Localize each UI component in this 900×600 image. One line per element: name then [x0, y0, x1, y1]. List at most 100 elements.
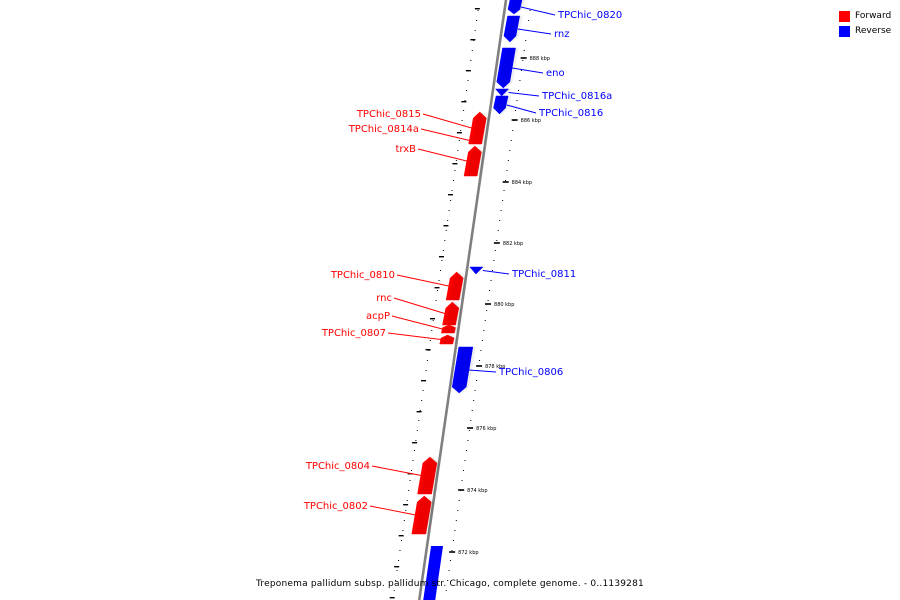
ruler-minor-tick	[474, 8, 480, 10]
gene-glyph[interactable]	[493, 95, 509, 115]
ruler-dot	[448, 210, 450, 211]
ruler-dot	[473, 400, 475, 401]
ruler-dot	[452, 180, 454, 181]
gene-tpchic_0804[interactable]: TPChic_0804	[305, 456, 440, 495]
gene-tpchic_0814a[interactable]: TPChic_0814a	[348, 124, 470, 141]
ruler-dot	[465, 450, 467, 451]
gene-glyph[interactable]	[441, 324, 456, 334]
gene-glyph[interactable]	[445, 271, 464, 301]
gene-tpchic_0807[interactable]: TPChic_0807	[321, 328, 458, 345]
ruler-dot	[439, 270, 441, 271]
gene-tpchic_0815[interactable]: TPChic_0815	[356, 109, 490, 145]
gene-label[interactable]: TPChic_0814a	[348, 124, 419, 135]
kbp-tick-label: 876 kbp	[476, 426, 496, 432]
kbp-tick-label: 884 kbp	[512, 180, 532, 186]
gene-label[interactable]: TPChic_0820	[557, 10, 622, 21]
gene-label[interactable]: trxB	[395, 144, 416, 155]
gene-tpchic_0810[interactable]: TPChic_0810	[330, 270, 467, 301]
gene-glyph[interactable]	[469, 266, 484, 275]
gene-glyph[interactable]	[451, 346, 474, 394]
legend-reverse-swatch	[839, 26, 850, 37]
gene-label[interactable]: TPChic_0802	[303, 501, 368, 512]
kbp-tick-mark	[511, 119, 518, 121]
ruler-dot	[445, 590, 447, 591]
ruler-dot	[405, 510, 407, 511]
ruler-dot	[510, 140, 512, 141]
gene-eno[interactable]: eno	[496, 47, 565, 89]
gene-acpp[interactable]: acpP	[366, 311, 459, 334]
kbp-tick-mark	[449, 551, 456, 553]
gene-glyph-shade	[510, 0, 525, 14]
gene-label[interactable]: acpP	[366, 311, 390, 322]
ruler-dot	[429, 340, 431, 341]
ruler-dot	[496, 240, 498, 241]
gene-trxb[interactable]: trxB	[395, 144, 485, 177]
ruler-dot	[463, 470, 465, 471]
ruler-dot	[435, 300, 437, 301]
gene-label[interactable]: rnc	[376, 293, 392, 304]
ruler-minor-tick	[403, 504, 409, 506]
ruler-dot	[461, 480, 463, 481]
ruler-dots	[389, 8, 531, 599]
gene-glyph[interactable]	[439, 334, 455, 345]
gene-glyph[interactable]	[496, 47, 516, 89]
ruler-dot	[468, 430, 470, 431]
ruler-dot	[455, 520, 457, 521]
gene-tpchic_0811[interactable]: TPChic_0811	[469, 266, 576, 280]
gene-callout-line	[468, 369, 497, 373]
ruler-minor-tick	[394, 566, 400, 568]
gene-tpchic_0806[interactable]: TPChic_0806	[451, 346, 563, 394]
gene-callout-line	[391, 315, 443, 330]
ruler-dot	[490, 280, 492, 281]
gene-label[interactable]: TPChic_0816	[538, 108, 603, 119]
ruler-dot	[450, 560, 452, 561]
ruler-dot	[515, 110, 517, 111]
gene-glyph[interactable]	[468, 111, 487, 145]
ruler-dot	[445, 230, 447, 231]
ruler-dot	[491, 270, 493, 271]
gene-glyph[interactable]	[417, 456, 438, 495]
gene-callout-line	[517, 28, 552, 35]
gene-glyph-partial	[423, 546, 444, 600]
gene-rnc[interactable]: rnc	[376, 293, 462, 326]
gene-tpchic_0816a[interactable]: TPChic_0816a	[495, 88, 613, 102]
gene-glyph-shade	[420, 457, 440, 494]
gene-glyph[interactable]	[411, 495, 432, 535]
ruler-dot	[481, 340, 483, 341]
gene-tpchic_0816[interactable]: TPChic_0816	[493, 95, 604, 119]
gene-callout-line	[508, 92, 540, 97]
ruler-dot	[494, 250, 496, 251]
ruler-minor-tick	[389, 597, 395, 599]
gene-glyph[interactable]	[463, 145, 482, 177]
ruler-dot	[471, 50, 473, 51]
ruler-ticks: 888 kbp 886 kbp 884 kbp 882 kbp 880 kbp 878 k…	[449, 56, 550, 556]
gene-label[interactable]: TPChic_0816a	[541, 91, 612, 102]
gene-glyph[interactable]	[507, 0, 523, 15]
ruler-minor-tick	[430, 318, 436, 320]
gene-rnz[interactable]: rnz	[503, 15, 570, 43]
ruler-minor-tick	[465, 70, 471, 72]
ruler-minor-tick	[412, 442, 418, 444]
gene-label[interactable]: TPChic_0806	[498, 367, 563, 378]
gene-label[interactable]: TPChic_0804	[305, 461, 370, 472]
gene-glyph-shade	[471, 112, 490, 144]
gene-glyph-shade	[506, 16, 523, 42]
ruler-dot	[465, 90, 467, 91]
gene-tpchic_0820[interactable]: TPChic_0820	[507, 0, 622, 21]
gene-tpchic_0802[interactable]: TPChic_0802	[303, 495, 435, 535]
gene-glyph[interactable]	[495, 88, 510, 97]
gene-callout-line	[371, 465, 422, 476]
gene-label[interactable]: TPChic_0811	[511, 269, 576, 280]
kbp-tick-label: 888 kbp	[530, 56, 550, 62]
gene-label[interactable]: rnz	[554, 29, 570, 40]
ruler-dot	[517, 90, 519, 91]
ruler-dot	[425, 370, 427, 371]
gene-label[interactable]: eno	[546, 68, 565, 79]
gene-label[interactable]: TPChic_0807	[321, 328, 386, 339]
ruler-dot	[426, 360, 428, 361]
gene-glyph[interactable]	[503, 15, 520, 43]
gene-label[interactable]: TPChic_0810	[330, 270, 395, 281]
gene-label[interactable]: TPChic_0815	[356, 109, 421, 120]
